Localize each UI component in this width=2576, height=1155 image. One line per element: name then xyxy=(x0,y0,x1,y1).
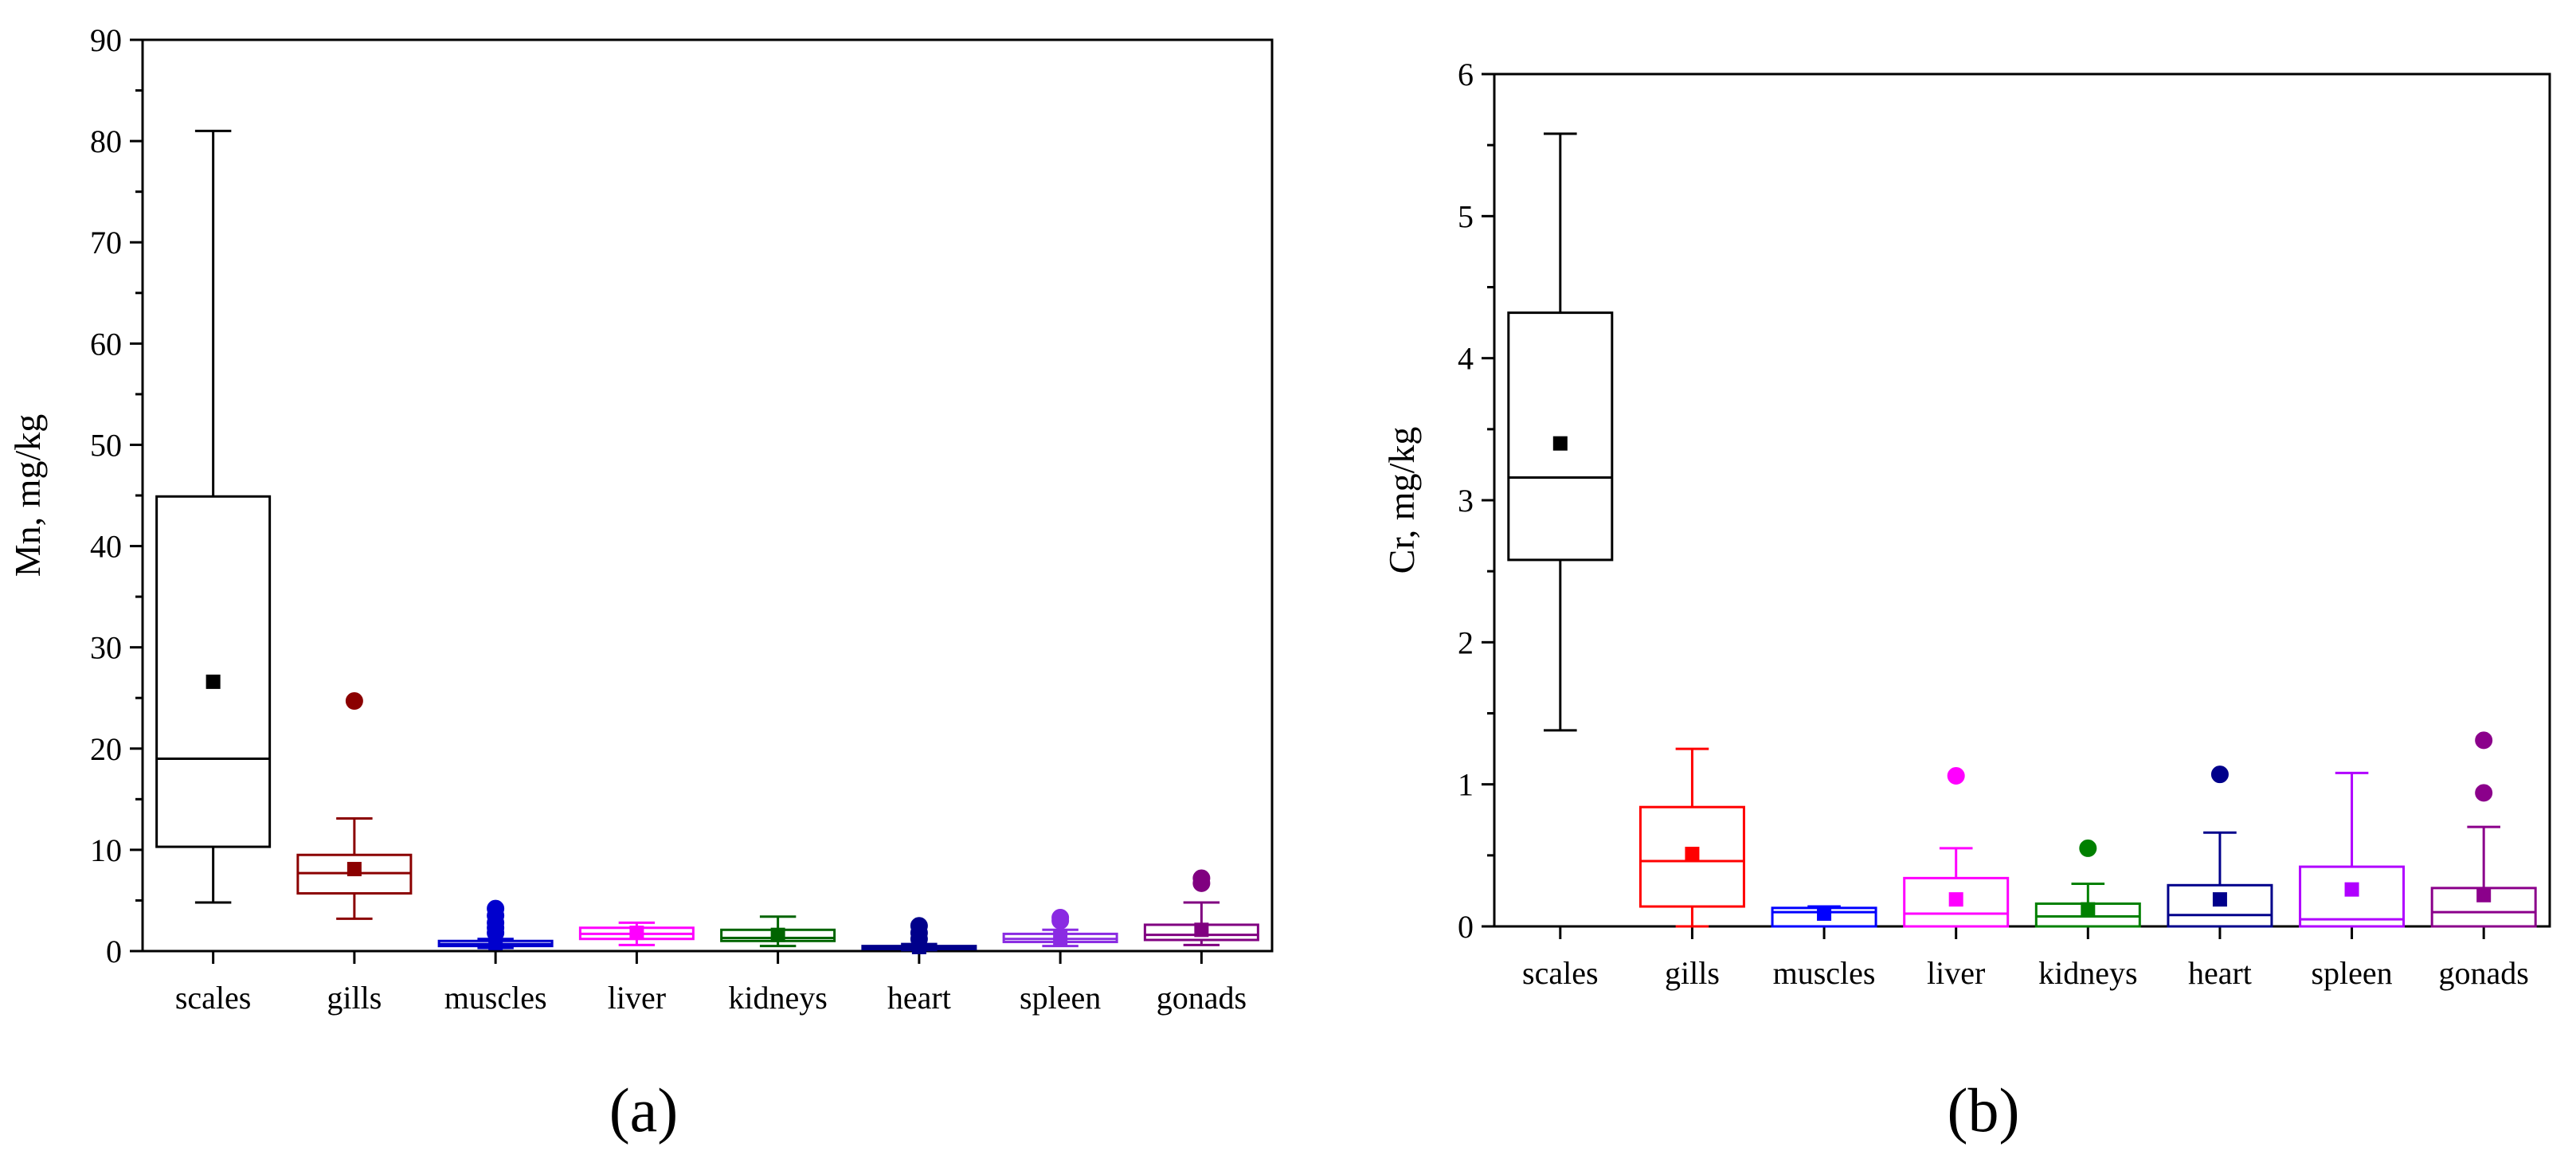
panel-label: (a) xyxy=(609,1075,679,1145)
mean-marker xyxy=(1948,892,1963,907)
mean-marker xyxy=(346,862,362,877)
box-scales xyxy=(1507,132,1614,732)
x-tick-label-liver: liver xyxy=(1927,955,1985,991)
box-liver xyxy=(578,921,695,946)
mean-marker xyxy=(2212,892,2227,907)
y-tick-label: 6 xyxy=(1458,57,1474,92)
y-tick-label: 5 xyxy=(1458,198,1474,234)
y-tick-label: 0 xyxy=(106,934,122,969)
box-gills xyxy=(296,692,413,920)
x-tick-label-gonads: gonads xyxy=(1157,980,1247,1016)
box-heart xyxy=(2167,765,2273,928)
box-liver xyxy=(1903,766,2010,928)
chart-panel-b: 0 1 2 3 4 5 6 scales gills muscles liver kidneys hea… xyxy=(1381,57,2551,1145)
box-kidneys xyxy=(720,915,836,948)
mean-marker xyxy=(1817,906,1832,921)
outlier-point xyxy=(2079,839,2097,857)
y-tick-label: 1 xyxy=(1458,767,1474,803)
iqr-box xyxy=(155,495,272,848)
y-tick-label: 90 xyxy=(90,22,122,58)
iqr-box xyxy=(2167,883,2273,928)
y-tick-label: 0 xyxy=(1458,909,1474,945)
iqr-box xyxy=(1507,311,1614,562)
outlier-point xyxy=(1051,909,1070,927)
y-tick-label: 70 xyxy=(90,225,122,260)
x-tick-label-muscles: muscles xyxy=(444,980,547,1016)
outlier-point xyxy=(345,692,363,711)
x-tick-label-kidneys: kidneys xyxy=(2038,955,2137,991)
x-tick-label-scales: scales xyxy=(1522,955,1599,991)
panel-label: (b) xyxy=(1948,1075,2020,1145)
iqr-box xyxy=(1638,805,1745,908)
outlier-point xyxy=(2475,731,2493,750)
x-tick-label-muscles: muscles xyxy=(1773,955,1876,991)
outlier-point xyxy=(2210,765,2229,784)
box-spleen xyxy=(1002,909,1118,948)
outlier-point xyxy=(487,899,505,918)
box-scales xyxy=(155,129,272,904)
mean-marker xyxy=(2081,902,2096,917)
iqr-box xyxy=(2299,865,2406,928)
plot-frame xyxy=(141,38,1274,953)
mean-marker xyxy=(770,927,785,942)
box-muscles xyxy=(437,899,554,950)
x-tick-label-scales: scales xyxy=(175,980,252,1016)
x-tick-label-gills: gills xyxy=(1665,955,1720,991)
box-gonads xyxy=(1143,869,1259,946)
mean-marker xyxy=(1053,930,1068,946)
y-tick-label: 10 xyxy=(90,832,122,868)
y-tick-label: 60 xyxy=(90,326,122,362)
mean-marker xyxy=(629,926,644,941)
x-tick-label-gonads: gonads xyxy=(2439,955,2529,991)
outlier-point xyxy=(910,917,928,935)
box-heart xyxy=(861,917,977,954)
mean-marker xyxy=(2344,882,2359,897)
y-tick-label: 30 xyxy=(90,630,122,666)
x-tick-label-liver: liver xyxy=(608,980,666,1016)
x-tick-label-heart: heart xyxy=(2188,955,2252,991)
box-gills xyxy=(1638,747,1745,928)
y-tick-label: 50 xyxy=(90,427,122,463)
x-tick-label-spleen: spleen xyxy=(1020,980,1101,1016)
x-tick-label-gills: gills xyxy=(327,980,382,1016)
y-tick-label: 4 xyxy=(1458,341,1474,377)
iqr-box xyxy=(1903,876,2010,928)
x-tick-label-heart: heart xyxy=(887,980,951,1016)
y-tick-label: 40 xyxy=(90,529,122,565)
box-muscles xyxy=(1771,905,1877,928)
chart-panel-a: 0 10 20 30 40 50 60 70 80 90 scales gills muscles liv… xyxy=(7,22,1274,1145)
y-tick-label: 20 xyxy=(90,731,122,767)
mean-marker xyxy=(2476,887,2492,902)
x-tick-label-spleen: spleen xyxy=(2311,955,2392,991)
mean-marker xyxy=(206,674,221,689)
mean-marker xyxy=(1552,436,1568,451)
mean-marker xyxy=(1194,922,1209,938)
box-kidneys xyxy=(2034,839,2141,928)
outlier-point xyxy=(1192,869,1211,887)
box-gonads xyxy=(2430,731,2537,928)
y-tick-label: 3 xyxy=(1458,483,1474,519)
x-tick-label-kidneys: kidneys xyxy=(728,980,827,1016)
y-tick-label: 80 xyxy=(90,123,122,159)
outlier-point xyxy=(2475,784,2493,802)
mean-marker xyxy=(1685,847,1700,862)
outlier-point xyxy=(1947,766,1965,785)
plot-frame xyxy=(1493,72,2551,928)
y-tick-label: 2 xyxy=(1458,624,1474,660)
box-spleen xyxy=(2299,771,2406,928)
y-axis-title: Cr, mg/kg xyxy=(1381,427,1422,574)
y-axis-title: Mn, mg/kg xyxy=(7,414,48,577)
